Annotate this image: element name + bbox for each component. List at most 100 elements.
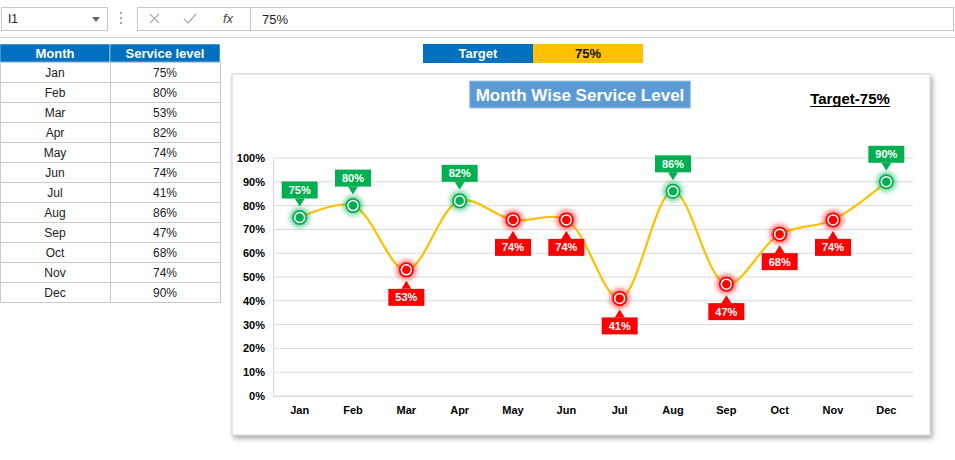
chart-title-box — [470, 81, 691, 108]
separator-dot — [120, 12, 122, 14]
table-cell — [1, 83, 111, 103]
table-cell — [111, 203, 221, 223]
table-cell-text: Jan — [45, 66, 64, 80]
marker-ring — [721, 279, 731, 289]
data-label-box — [442, 165, 478, 182]
grid-line — [273, 277, 913, 278]
cancel-icon[interactable] — [150, 14, 159, 23]
data-label-box — [548, 239, 584, 256]
chart-title: Month Wise Service Level — [476, 86, 685, 105]
separator-dot — [120, 22, 122, 24]
data-label: 68% — [769, 256, 791, 268]
data-label-arrow — [721, 295, 731, 303]
table-cell — [1, 163, 111, 183]
table-cell — [111, 283, 221, 303]
data-label: 90% — [875, 148, 897, 160]
marker-ring — [348, 201, 358, 211]
y-tick-label: 100% — [237, 152, 265, 164]
table-cell-text: Jun — [45, 166, 64, 180]
marker-glow — [450, 191, 470, 211]
grid-line — [273, 300, 913, 301]
table-cell-text: Mar — [45, 106, 66, 120]
table-header-cell — [0, 44, 110, 62]
target-value-cell — [533, 44, 643, 63]
x-tick: May — [502, 396, 524, 416]
function-icon[interactable]: fx — [223, 11, 234, 26]
page: I1fx75%MonthService levelJan75%Feb80%Mar… — [0, 0, 955, 460]
target-value-text: 75% — [575, 46, 601, 61]
table-cell-text: 74% — [153, 166, 177, 180]
data-labels: 75%80%53%82%74%74%41%86%47%68%74%90% — [282, 146, 905, 335]
marker-ring — [295, 213, 305, 223]
target-label-cell — [423, 44, 533, 63]
table-cell — [1, 143, 111, 163]
grid-line — [273, 396, 913, 397]
table-cell — [111, 123, 221, 143]
data-label: 82% — [449, 167, 471, 179]
data-label-box — [708, 303, 744, 320]
x-tick-label: Nov — [823, 404, 845, 416]
y-tick-label: 20% — [243, 342, 265, 354]
x-tick: Jun — [557, 396, 577, 416]
data-label-arrow — [668, 172, 678, 180]
x-tick-label: Oct — [770, 404, 789, 416]
formula-input[interactable] — [251, 8, 954, 31]
data-table: MonthService levelJan75%Feb80%Mar53%Apr8… — [0, 44, 221, 303]
table-cell-text: 75% — [153, 66, 177, 80]
marker — [292, 210, 307, 225]
y-tick: 0% — [249, 390, 273, 402]
table-cell-text: 74% — [153, 266, 177, 280]
x-tick-label: Feb — [343, 404, 363, 416]
marker-glow — [876, 172, 896, 192]
data-label-box — [495, 239, 531, 256]
table-cell-text: 47% — [153, 226, 177, 240]
data-label-arrow — [455, 182, 465, 190]
table-cell — [111, 223, 221, 243]
y-tick: 90% — [243, 176, 273, 188]
marker-glow — [503, 210, 523, 230]
marker-glow — [663, 181, 683, 201]
chart-area — [232, 74, 930, 435]
x-tick: Mar — [397, 396, 417, 416]
marker-ring — [615, 293, 625, 303]
x-tick: Jan — [290, 396, 309, 416]
x-axis-line — [274, 396, 914, 397]
name-box[interactable] — [2, 8, 108, 31]
marker — [666, 184, 681, 199]
marker — [612, 291, 627, 306]
marker — [719, 277, 734, 292]
table-cell — [1, 283, 111, 303]
marker-glow — [290, 208, 310, 228]
table-cell — [1, 263, 111, 283]
table-cell-text: 80% — [153, 86, 177, 100]
data-label-box — [335, 170, 371, 187]
table-cell-text: Apr — [46, 126, 65, 140]
table-cell — [1, 103, 111, 123]
marker-ring — [561, 215, 571, 225]
marker-glow — [610, 288, 630, 308]
table-cell-text: Aug — [44, 206, 65, 220]
marker-ring — [668, 186, 678, 196]
target-label-text: Target — [459, 46, 498, 61]
y-tick-label: 90% — [243, 176, 265, 188]
table-cell-text: 74% — [153, 146, 177, 160]
formula-bar: I1fx75% — [0, 0, 955, 38]
marker-ring — [775, 229, 785, 239]
table-cell — [1, 63, 111, 83]
table-cell — [111, 163, 221, 183]
x-tick: Feb — [343, 396, 363, 416]
chart: Month Wise Service LevelTarget-75%0%10%2… — [232, 74, 930, 435]
data-label-arrow — [828, 231, 838, 239]
x-tick-label: May — [502, 404, 524, 416]
marker-glow — [770, 224, 790, 244]
data-label-box — [762, 253, 798, 270]
y-tick: 80% — [243, 200, 273, 212]
table-cell-text: 53% — [153, 106, 177, 120]
y-axis-line — [273, 159, 274, 397]
y-tick-label: 60% — [243, 247, 265, 259]
data-label: 74% — [555, 241, 577, 253]
name-box-dropdown[interactable] — [92, 17, 100, 22]
name-box-text: I1 — [8, 12, 18, 26]
data-label-arrow — [561, 231, 571, 239]
enter-icon[interactable] — [184, 14, 196, 23]
